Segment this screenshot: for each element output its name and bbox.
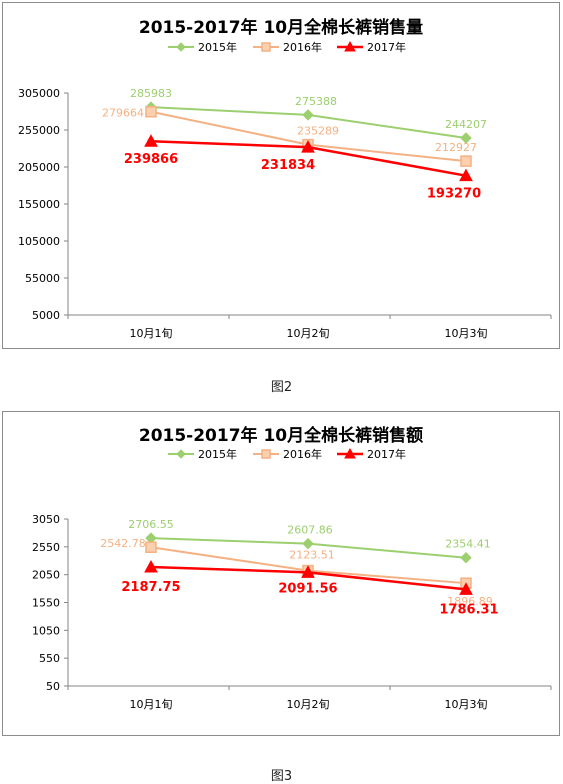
data-label: 2354.41 [445,538,491,551]
data-label: 1896.89 [447,595,493,608]
y-tick-label: 305000 [18,87,60,100]
data-point [301,565,315,578]
legend-label: 2017年 [367,40,406,54]
x-tick-label: 10月2旬 [287,327,330,340]
legend-marker [176,449,186,459]
legend-label: 2017年 [367,447,406,461]
y-tick-label: 2050 [32,569,60,582]
legend-item-1: 2015年 [168,40,237,54]
x-tick-label: 10月1旬 [130,698,173,711]
x-tick-label: 10月2旬 [287,698,330,711]
data-label: 231834 [261,158,315,173]
x-tick-label: 10月3旬 [445,327,488,340]
data-point [145,105,157,118]
legend-item-2: 2016年 [253,447,322,461]
legend-marker [344,447,356,459]
chart-sales-volume-svg: 2015-2017年 10月全棉长裤销售量 2015年 2016年 2017年 3050… [18,17,552,340]
data-point [145,541,157,553]
chart-title: 2015-2017年 10月全棉长裤销售量 [139,17,423,38]
data-label: 244207 [445,118,487,131]
y-tick-label: 255000 [18,124,60,137]
series-2015年: 285983 275388 244207 [130,87,487,144]
y-tick-label: 55000 [25,272,60,285]
legend-label: 2016年 [283,447,322,461]
x-tick-label: 10月3旬 [445,698,488,711]
series-2015年: 2706.55 2607.86 2354.41 [128,518,491,564]
legend-marker [261,42,271,52]
legend-item-2: 2016年 [253,40,322,54]
legend-item-3: 2017年 [337,40,406,54]
legend-item-3: 2017年 [337,447,406,461]
y-tick-label: 550 [39,652,60,665]
legend-label: 2015年 [198,40,237,54]
series-2017年: 239866 231834 193270 [124,134,481,202]
data-label: 2706.55 [128,518,174,531]
data-point [301,140,315,153]
y-tick-label: 5000 [32,309,60,322]
data-label: 2542.78 [100,537,146,550]
legend-marker [176,42,186,52]
legend-label: 2015年 [198,447,237,461]
data-label: 279664 [102,107,144,120]
data-point [460,155,472,167]
y-tick-label: 1050 [32,624,60,637]
data-label: 275388 [295,95,337,108]
y-tick-label: 50 [46,680,60,693]
legend-item-1: 2015年 [168,447,237,461]
data-label: 285983 [130,87,172,100]
data-label: 2091.56 [278,581,337,596]
data-label: 2123.51 [289,549,335,562]
data-label: 212927 [435,141,477,154]
figure-caption-3: 图3 [270,769,293,784]
data-point [459,582,473,595]
chart-title: 2015-2017年 10月全棉长裤销售额 [139,425,423,446]
x-tick-label: 10月1旬 [130,327,173,340]
y-tick-label: 3050 [32,513,60,526]
y-tick-label: 155000 [18,198,60,211]
chart-sales-amount: 2015-2017年 10月全棉长裤销售额 2015年 2016年 2017年 3050… [2,411,560,736]
legend-label: 2016年 [283,40,322,54]
y-tick-label: 105000 [18,235,60,248]
data-point [460,552,472,564]
data-point [302,537,314,550]
chart-sales-volume: 2015-2017年 10月全棉长裤销售量 2015年 2016年 2017年 3050… [2,2,560,349]
data-label: 239866 [124,152,178,167]
figure-caption-2: 图2 [270,380,293,395]
data-label: 1786.31 [439,602,498,617]
legend-marker [344,40,356,52]
y-tick-label: 1550 [32,597,60,610]
data-point [302,109,314,121]
data-label: 2607.86 [287,524,333,537]
legend-marker [261,449,271,459]
data-point [144,134,158,147]
data-point [144,559,158,573]
y-tick-label: 2550 [32,541,60,554]
y-tick-label: 205000 [18,161,60,174]
data-point [459,168,473,182]
series-2017年: 2187.75 2091.56 1786.31 [121,559,499,617]
data-label: 235289 [297,125,339,138]
data-label: 193270 [427,187,481,202]
data-point [460,132,472,144]
data-label: 2187.75 [121,580,180,595]
